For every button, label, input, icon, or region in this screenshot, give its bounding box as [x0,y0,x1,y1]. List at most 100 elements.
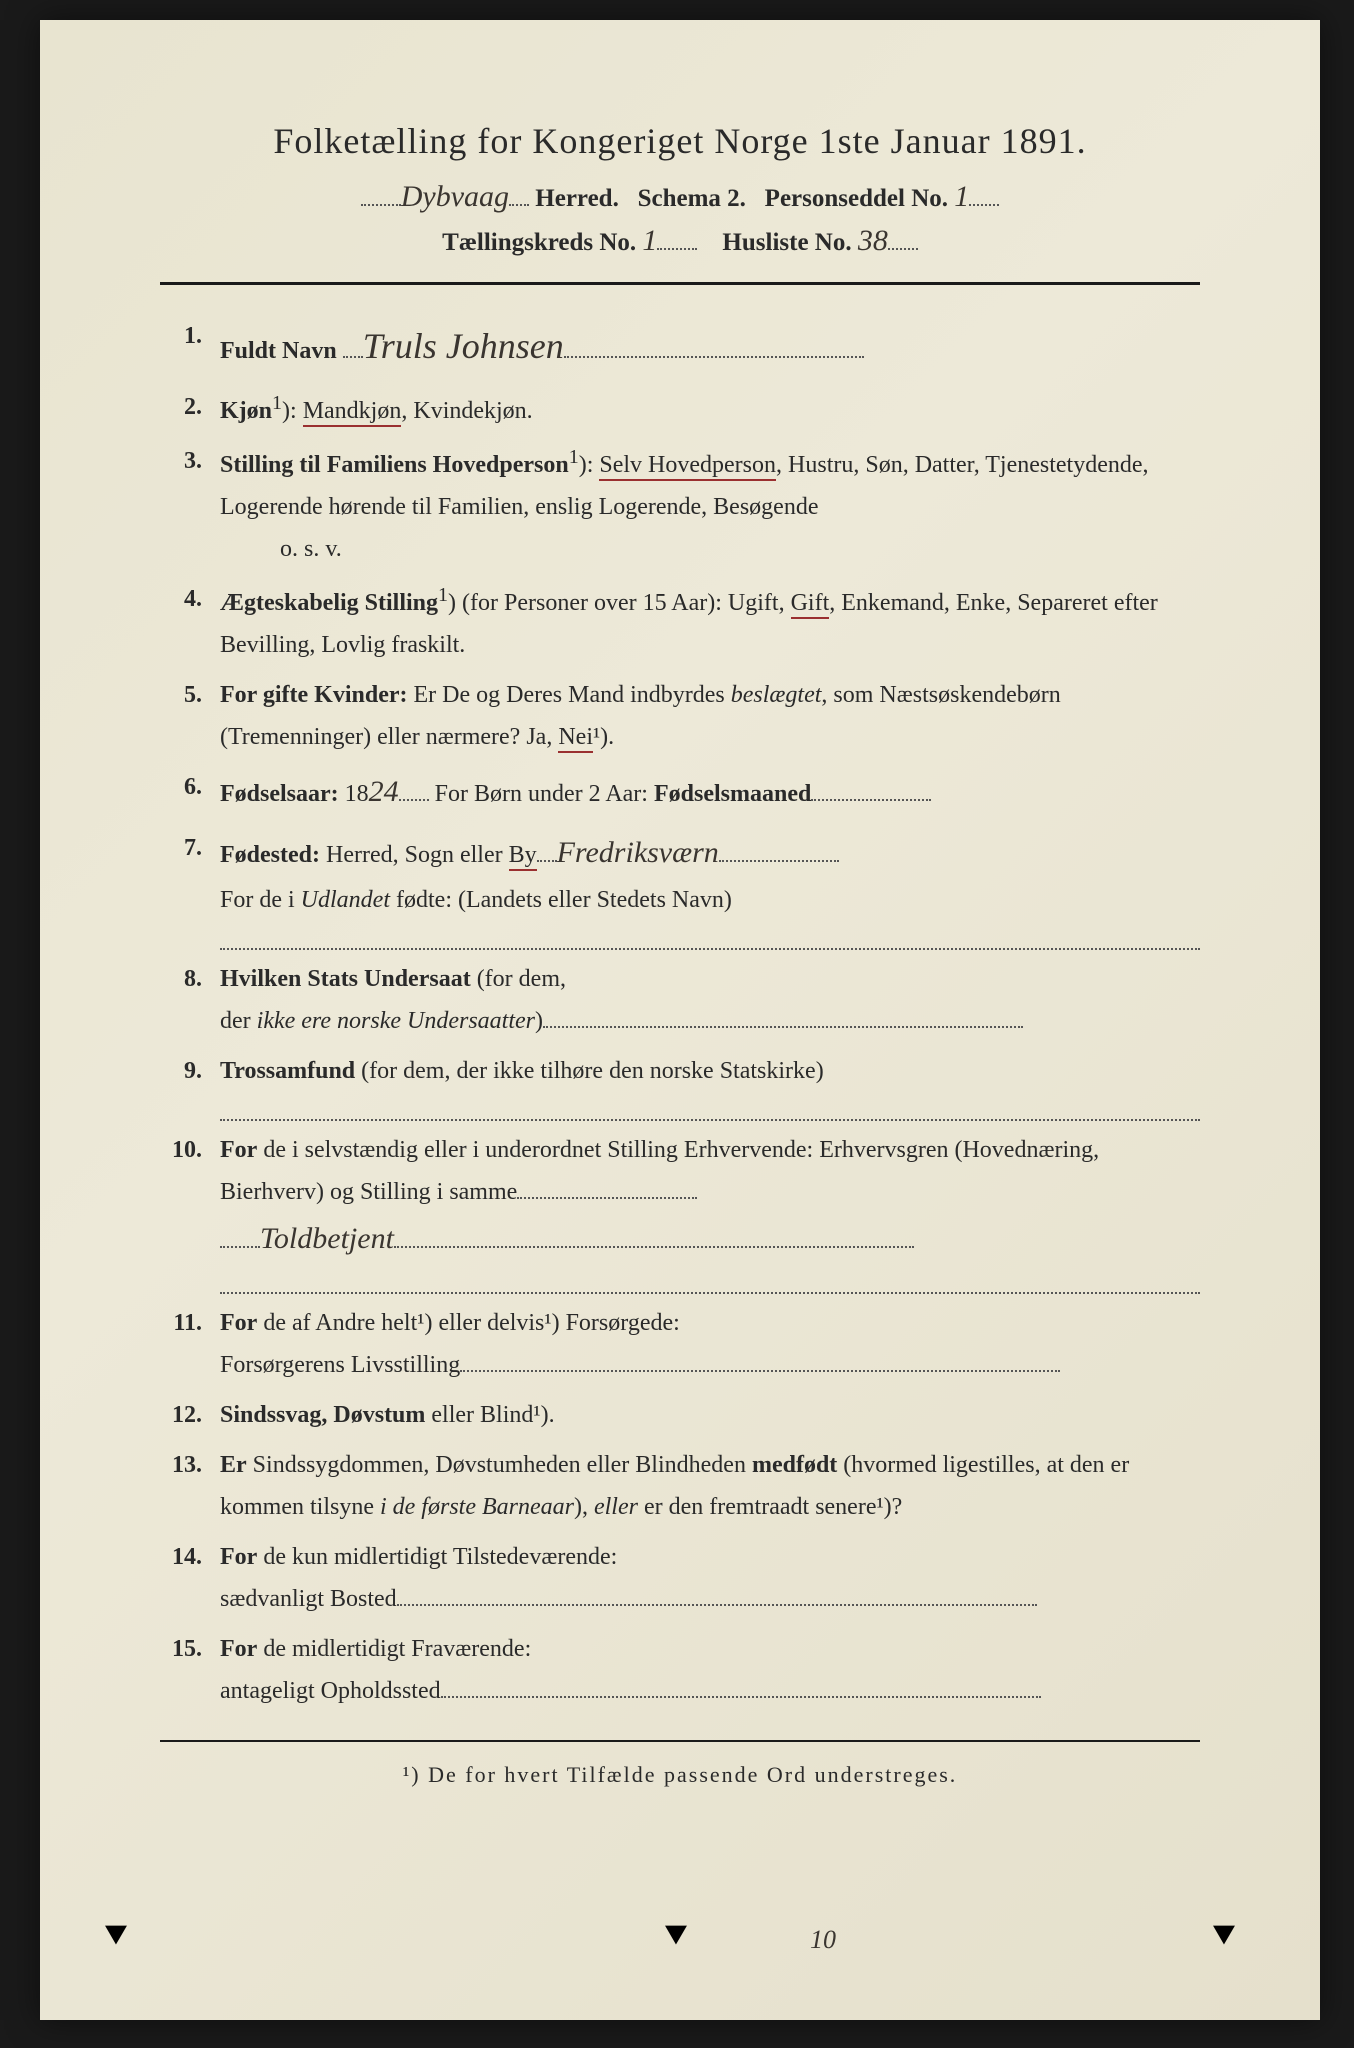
field-label: For [220,1544,257,1570]
selected-option: Nei [558,724,593,753]
item-7: 7. Fødested: Herred, Sogn eller ByFredri… [160,827,1200,950]
husliste-value: 38 [858,224,888,258]
selected-option: Selv Hovedperson [599,452,776,481]
item-1: 1. Fuldt Navn Truls Johnsen [160,315,1200,378]
item-num: 9. [160,1050,220,1121]
item-body: Stilling til Familiens Hovedperson1): Se… [220,440,1200,570]
kreds-value: 1 [642,224,657,258]
item-body: Trossamfund (for dem, der ikke tilhøre d… [220,1050,1200,1121]
item-8: 8. Hvilken Stats Undersaat (for dem, der… [160,958,1200,1042]
options-text: ) (for Personer over 15 Aar): Ugift, [448,590,791,616]
field-label: For gifte Kvinder: [220,682,408,708]
form-subheader-2: Tællingskreds No. 1 Husliste No. 38 [160,224,1200,258]
etc-text: o. s. v. [280,528,1200,570]
selected-option: By [509,842,537,871]
item-body: For gifte Kvinder: Er De og Deres Mand i… [220,674,1200,758]
field-label: Ægteskabelig Stilling [220,590,438,616]
field-label: Kjøn [220,398,272,424]
item-body: For de midlertidigt Fraværende: antageli… [220,1628,1200,1712]
kreds-label: Tællingskreds No. [442,229,636,256]
full-name-value: Truls Johnsen [363,315,564,378]
item-body: Fødselsaar: 1824 For Børn under 2 Aar: F… [220,766,1200,819]
item-num: 12. [160,1394,220,1436]
dotted-rule [220,1092,1200,1121]
item-body: Ægteskabelig Stilling1) (for Personer ov… [220,578,1200,666]
field-label: Fødested: [220,842,320,868]
item-num: 13. [160,1444,220,1528]
birthplace-value: Fredriksværn [557,827,719,880]
page-number: 10 [810,1925,836,1955]
item-num: 15. [160,1628,220,1712]
form-title: Folketælling for Kongeriget Norge 1ste J… [160,120,1200,162]
field-label: Fuldt Navn [220,338,337,364]
field-label: Fødselsmaaned [654,781,811,807]
item-num: 1. [160,315,220,378]
item-num: 5. [160,674,220,758]
field-label: Hvilken Stats Undersaat [220,966,471,992]
item-5: 5. For gifte Kvinder: Er De og Deres Man… [160,674,1200,758]
field-label: For [220,1310,257,1336]
item-body: Fuldt Navn Truls Johnsen [220,315,1200,378]
sub-label: Forsørgerens Livsstilling [220,1352,460,1378]
husliste-label: Husliste No. [722,229,851,256]
item-14: 14. For de kun midlertidigt Tilstedevære… [160,1536,1200,1620]
item-num: 14. [160,1536,220,1620]
field-label: For [220,1636,257,1662]
item-body: For de kun midlertidigt Tilstedeværende:… [220,1536,1200,1620]
item-6: 6. Fødselsaar: 1824 For Børn under 2 Aar… [160,766,1200,819]
field-label: Er [220,1452,247,1478]
herred-label: Herred. [535,185,619,212]
field-label: Trossamfund [220,1058,355,1084]
sub-label: sædvanligt Bosted [220,1586,397,1612]
item-body: For de af Andre helt¹) eller delvis¹) Fo… [220,1302,1200,1386]
item-11: 11. For de af Andre helt¹) eller delvis¹… [160,1302,1200,1386]
sub-label: antageligt Opholdssted [220,1678,441,1704]
item-body: Hvilken Stats Undersaat (for dem, der ik… [220,958,1200,1042]
item-12: 12. Sindssvag, Døvstum eller Blind¹). [160,1394,1200,1436]
form-header: Folketælling for Kongeriget Norge 1ste J… [160,120,1200,258]
options-text: , Kvindekjøn. [401,398,532,424]
item-body: Kjøn1): Mandkjøn, Kvindekjøn. [220,386,1200,432]
dotted-rule [220,1265,1200,1294]
schema-label: Schema 2. [638,185,746,212]
occupation-value: Toldbetjent [260,1213,394,1266]
item-4: 4. Ægteskabelig Stilling1) (for Personer… [160,578,1200,666]
item-num: 3. [160,440,220,570]
dotted-rule [220,921,1200,950]
item-num: 8. [160,958,220,1042]
item-body: Fødested: Herred, Sogn eller ByFredriksv… [220,827,1200,950]
field-label: For [220,1137,257,1163]
field-label: Stilling til Familiens Hovedperson [220,452,569,478]
item-body: For de i selvstændig eller i underordnet… [220,1129,1200,1294]
item-15: 15. For de midlertidigt Fraværende: anta… [160,1628,1200,1712]
paper-tear-icon: ⯆ [660,1913,692,1960]
item-10: 10. For de i selvstændig eller i underor… [160,1129,1200,1294]
paper-tear-icon: ⯆ [1208,1913,1240,1960]
item-2: 2. Kjøn1): Mandkjøn, Kvindekjøn. [160,386,1200,432]
item-num: 11. [160,1302,220,1386]
footnote: ¹) De for hvert Tilfælde passende Ord un… [160,1762,1200,1788]
personseddel-value: 1 [954,180,969,214]
selected-option: Mandkjøn [303,398,402,427]
form-items: 1. Fuldt Navn Truls Johnsen 2. Kjøn1): M… [160,315,1200,1712]
herred-value: Dybvaag [401,180,509,214]
field-label: Sindssvag, Døvstum [220,1402,425,1428]
item-3: 3. Stilling til Familiens Hovedperson1):… [160,440,1200,570]
form-subheader-1: Dybvaag Herred. Schema 2. Personseddel N… [160,180,1200,214]
birth-year-value: 24 [369,766,399,819]
personseddel-label: Personseddel No. [765,185,948,212]
item-body: Er Sindssygdommen, Døvstumheden eller Bl… [220,1444,1200,1528]
item-num: 6. [160,766,220,819]
divider-bottom [160,1740,1200,1742]
divider-top [160,282,1200,285]
item-13: 13. Er Sindssygdommen, Døvstumheden elle… [160,1444,1200,1528]
item-body: Sindssvag, Døvstum eller Blind¹). [220,1394,1200,1436]
item-num: 7. [160,827,220,950]
field-label: Fødselsaar: [220,781,339,807]
item-9: 9. Trossamfund (for dem, der ikke tilhør… [160,1050,1200,1121]
item-num: 10. [160,1129,220,1294]
item-num: 2. [160,386,220,432]
item-num: 4. [160,578,220,666]
census-form-page: Folketælling for Kongeriget Norge 1ste J… [40,20,1320,2020]
selected-option: Gift [791,590,830,619]
